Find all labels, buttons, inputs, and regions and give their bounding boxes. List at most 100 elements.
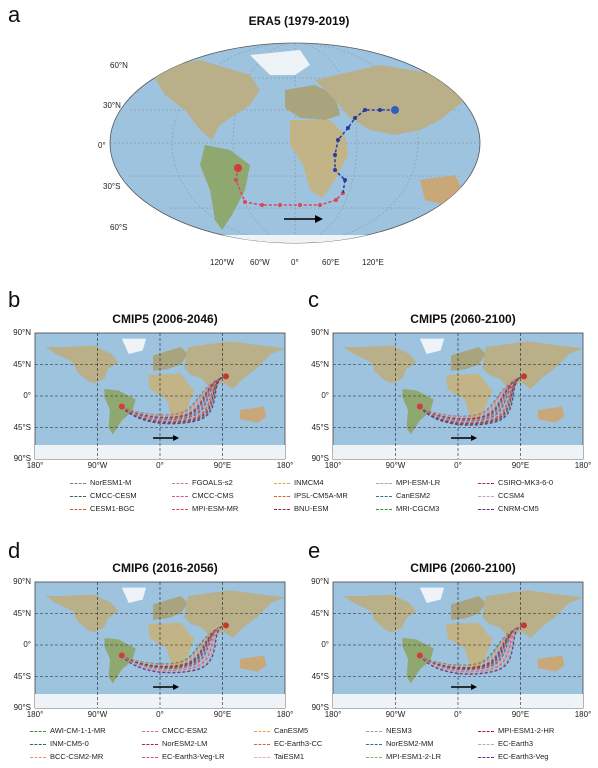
legend-label: CCSM4 [498,491,525,500]
panel-a-title: ERA5 (1979-2019) [248,14,350,28]
track-cmcc-cesm [121,375,227,419]
panel-e-letter: e [308,538,321,563]
legend-label: EC-Earth3 [498,739,534,748]
track-inmcm4 [121,375,227,417]
legend-swatch [274,495,290,497]
era5-track-dots-south [234,178,345,207]
sink-dot [234,164,242,172]
legend-swatch [274,482,290,484]
source-dot [222,622,229,629]
sink-dot [416,652,423,659]
legend-swatch [274,508,290,510]
legend-item: NorESM2-MM [366,739,434,748]
legend-swatch [366,743,382,745]
lon-label: 90°W [87,461,108,470]
legend-item: TaiESM1 [254,752,304,761]
lon-label: 180° [276,461,294,470]
legend-swatch [172,508,188,510]
legend-swatch [30,756,46,758]
track-nesm3 [121,624,227,667]
a-lon-60w: 60°W [250,258,270,267]
source-dot [520,622,527,629]
legend-item: MPI-ESM1-2-HR [478,726,554,735]
legend-label: MPI-ESM-MR [192,504,239,513]
panel-b-map [34,332,286,460]
legend-item: EC-Earth3 [478,739,533,748]
lat-label: 45°N [311,359,329,369]
legend-label: EC-Earth3-Veg [498,752,549,761]
track-ec-earth3-veg-lr [419,624,525,673]
lat-label: 90°S [13,703,31,712]
lon-label: 0° [454,461,462,470]
legend-swatch [70,508,86,510]
lat-label: 45°N [13,608,31,618]
legend-label: EC-Earth3-CC [274,739,323,748]
graticule [35,333,285,459]
legend-swatch [366,756,382,758]
lat-label: 45°S [311,671,329,681]
a-lon-120w: 120°W [210,258,235,267]
panel-e-map [332,581,584,709]
legend-swatch [366,730,382,732]
legend-item: BNU-ESM [274,504,329,513]
legend-item: IPSL-CM5A-MR [274,491,348,500]
track-ec-earth3-cc [419,624,525,671]
lon-label: 180° [324,710,342,719]
track-inmcm4 [419,375,525,419]
panel-b-letter: b [8,287,21,312]
track-noresm2-lm [121,624,227,669]
legend-swatch [254,730,270,732]
legend-item: CMCC-CESM [70,491,137,500]
lon-label: 90°W [385,461,406,470]
legend-swatch [30,743,46,745]
track-inm-cm5-0 [121,624,227,668]
legend-swatch [142,743,158,745]
sink-dot [118,403,125,410]
arrow-head [471,435,478,441]
lat-label: 90°S [311,703,329,712]
legend-swatch [254,756,270,758]
era5-track-north [334,109,395,194]
sink-dot [118,652,125,659]
legend-label: MPI-ESM1-2-LR [386,752,442,761]
lat-label: 90°N [311,328,329,337]
track-inm-cm5-0 [419,624,525,670]
panel-c-map [332,332,584,460]
lon-label: 90°E [511,710,530,719]
legend-item: CanESM5 [254,726,308,735]
lon-label: 180° [324,461,342,470]
legend-label: CMCC-ESM2 [162,726,208,735]
legend-swatch [478,743,494,745]
legend-item: EC-Earth3-Veg [478,752,548,761]
a-lat-60s: 60°S [110,223,128,232]
legend-item: CMCC-CMS [172,491,234,500]
lat-label: 45°S [311,422,329,432]
lat-label: 45°N [311,608,329,618]
track-ec-earth3-veg [419,624,525,675]
legend-label: MPI-ESM-LR [396,478,441,487]
source-dot [520,373,527,380]
legend-label: CanESM5 [274,726,309,735]
lat-label: 45°S [13,671,31,681]
legend-item: FGOALS-s2 [172,478,233,487]
track-fgoals-s2 [419,375,525,418]
legend-swatch [376,508,392,510]
legend-label: MRI-CGCM3 [396,504,440,513]
panel-e-title: CMIP6 (2060-2100) [410,561,516,575]
panel-d-title: CMIP6 (2016-2056) [112,561,218,575]
track-cmcc-cms [121,375,227,420]
track-mpi-esm-lr [121,375,227,418]
legend-label: FGOALS-s2 [192,478,233,487]
lon-label: 180° [276,710,294,719]
legend-label: CNRM-CM5 [498,504,539,513]
panel-b-title: CMIP5 (2006-2046) [112,312,218,326]
legend-swatch [478,495,494,497]
legend-swatch [142,756,158,758]
panel-c-title: CMIP5 (2060-2100) [410,312,516,326]
legend-swatch [30,730,46,732]
legend-label: IPSL-CM5A-MR [294,491,348,500]
legend-label: EC-Earth3-Veg-LR [162,752,225,761]
a-lon-60e: 60°E [322,258,340,267]
lat-label: 45°S [13,422,31,432]
a-lon-0: 0° [291,258,299,267]
